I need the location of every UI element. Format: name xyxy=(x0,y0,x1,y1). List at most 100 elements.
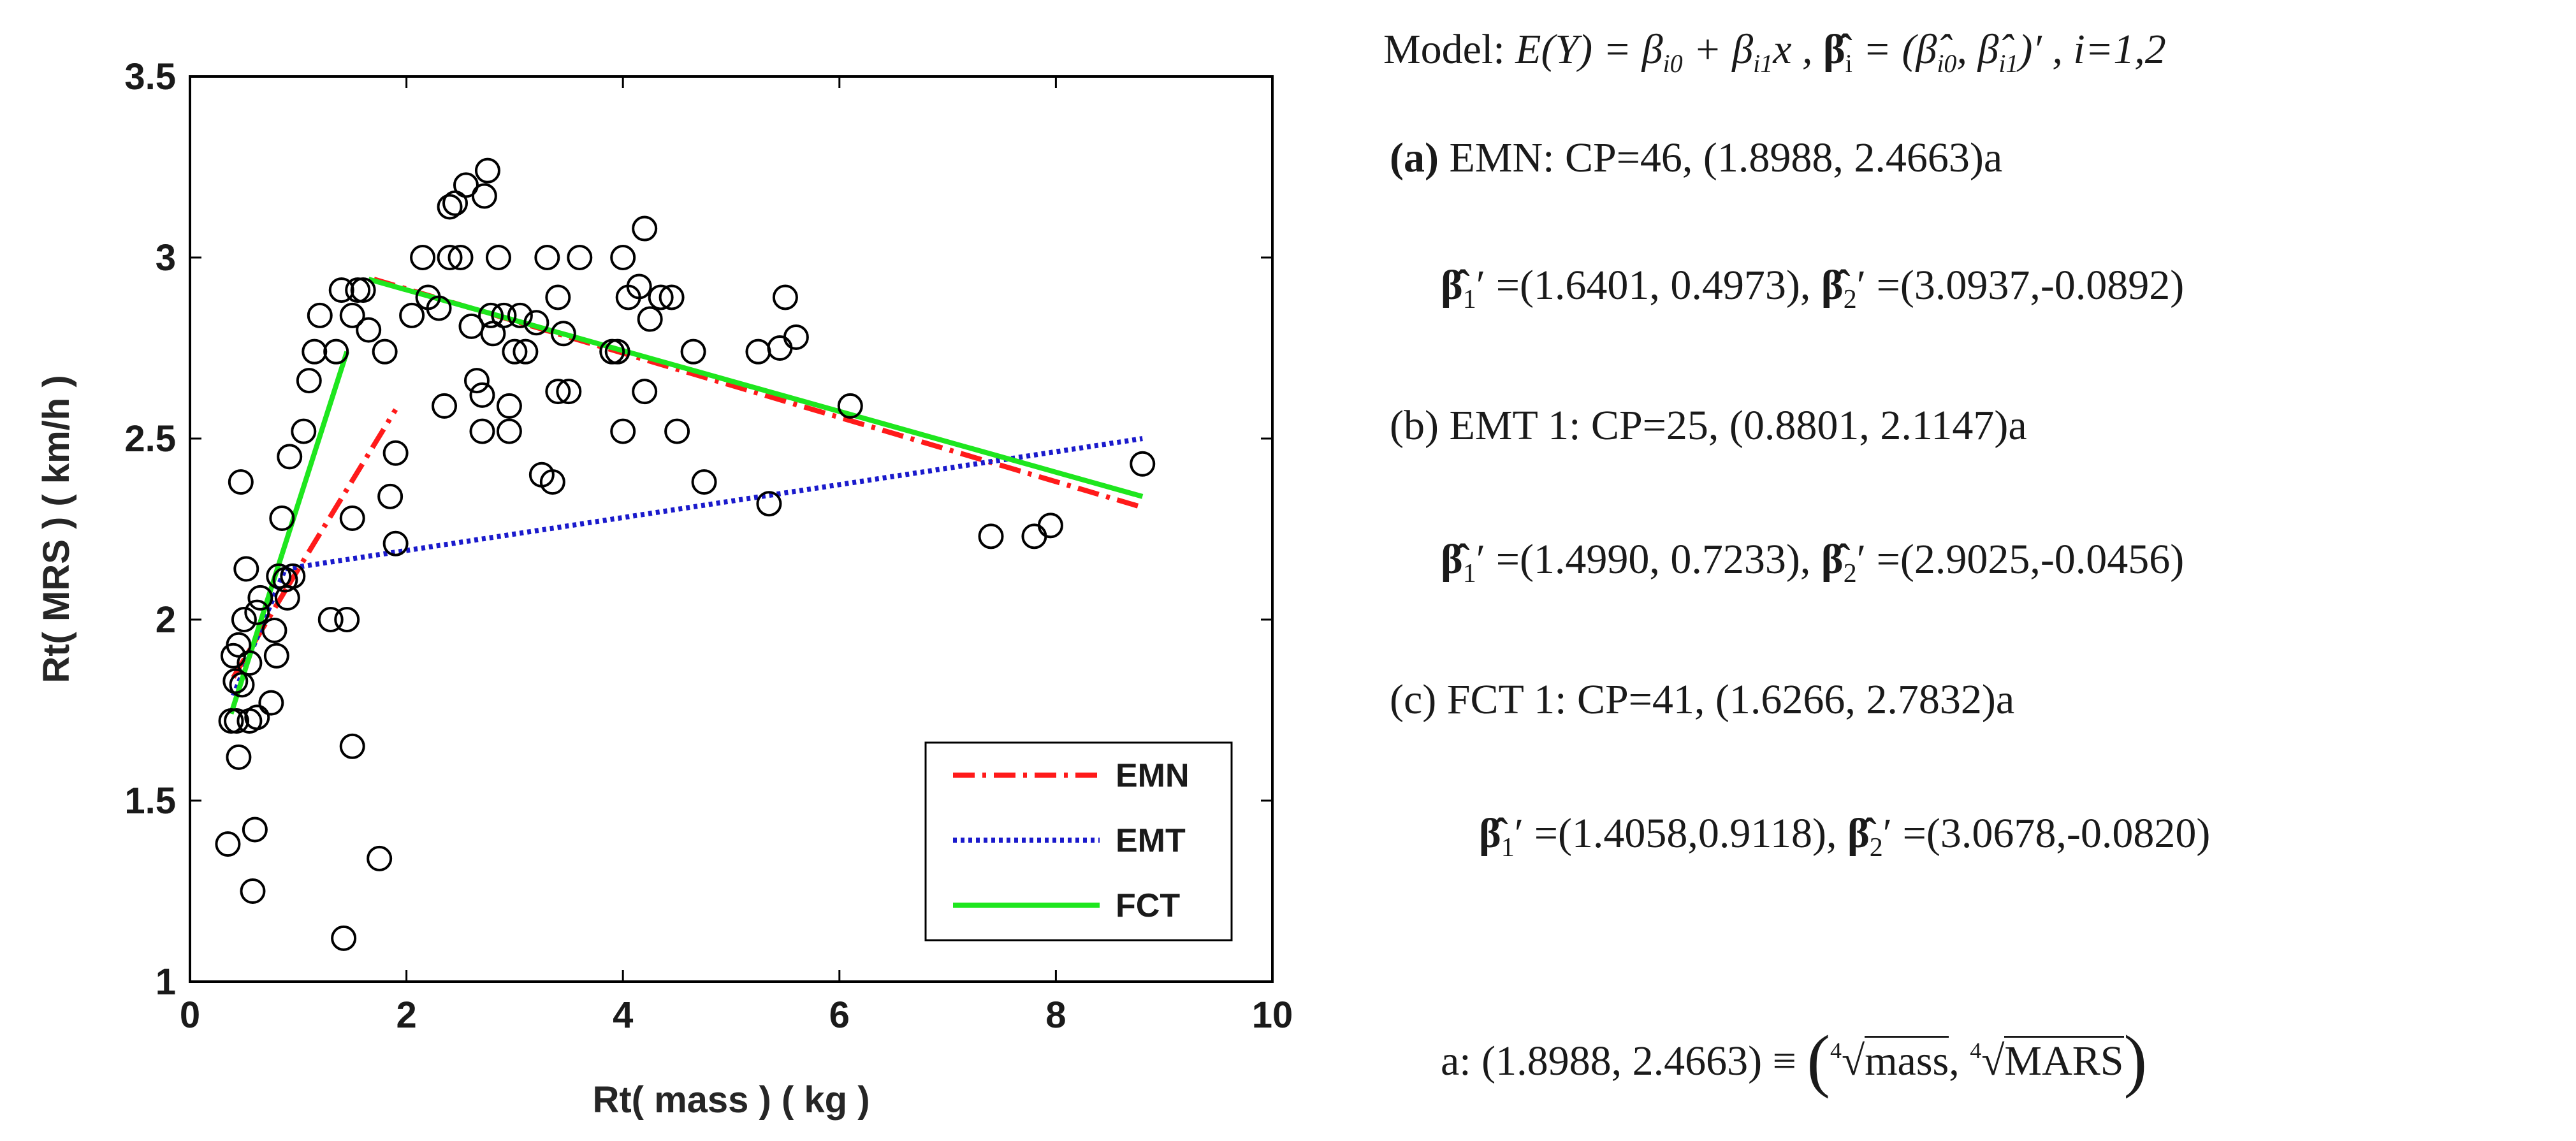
data-point xyxy=(356,317,382,343)
model-eq-part: β̂ xyxy=(1823,26,1845,73)
data-point xyxy=(437,194,463,220)
legend-label-fct: FCT xyxy=(1116,887,1180,924)
data-point xyxy=(350,277,376,303)
data-point xyxy=(478,302,504,328)
points-layer xyxy=(215,157,1156,951)
data-point xyxy=(604,338,630,365)
data-point xyxy=(632,215,658,242)
data-point xyxy=(339,302,365,328)
data-point xyxy=(471,183,497,209)
footnote-prefix: a: (1.8988, 2.4663) ≡ xyxy=(1441,1038,1807,1084)
model-eq-part: + β xyxy=(1682,26,1754,73)
model-eq-part: , β̂ xyxy=(1956,26,1999,73)
data-point xyxy=(247,585,273,611)
result-a-betas: β̂1′ =(1.6401, 0.4973), β̂2′ =(3.0937,-0… xyxy=(1441,261,2184,315)
data-point xyxy=(539,469,565,495)
data-point xyxy=(437,245,463,270)
data-point xyxy=(453,172,479,198)
beta-symbol: β̂ xyxy=(1821,262,1844,309)
data-point xyxy=(261,618,287,644)
y-tick-label: 1 xyxy=(156,961,176,1003)
fit-line-emn xyxy=(285,408,398,588)
data-point xyxy=(507,302,533,328)
data-point xyxy=(240,878,266,904)
data-point xyxy=(215,831,241,857)
data-point xyxy=(610,245,636,270)
y-axis-title: Rt( MRS ) ( km/h ) xyxy=(36,375,77,683)
data-point xyxy=(648,284,674,310)
result-c-header: (c) FCT 1: CP=41, (1.6266, 2.7832)a xyxy=(1390,676,2014,724)
data-point xyxy=(426,295,452,321)
beta-sub: 2 xyxy=(1869,833,1883,863)
data-point xyxy=(626,273,652,300)
x-tick-label: 2 xyxy=(396,994,416,1036)
data-point xyxy=(502,338,528,365)
data-point xyxy=(978,523,1004,549)
data-point xyxy=(550,321,576,347)
y-tick-label: 2 xyxy=(156,599,176,641)
data-point xyxy=(837,393,863,419)
data-point xyxy=(448,245,474,270)
data-point xyxy=(610,418,636,444)
data-point xyxy=(291,418,317,444)
close-paren: ) xyxy=(2123,1021,2148,1099)
model-equation: Model: E(Y) = βi0 + βi1x , β̂i = (β̂i0, … xyxy=(1383,25,2166,78)
result-c-text: (c) FCT 1: CP=41, (1.6266, 2.7832)a xyxy=(1390,676,2015,723)
footnote-sep: , xyxy=(1949,1038,1970,1084)
radical-sign: √ xyxy=(1841,1038,1865,1084)
result-b-betas: β̂1′ =(1.4990, 0.7233), β̂2′ =(2.9025,-0… xyxy=(1441,535,2184,589)
data-point xyxy=(222,668,249,694)
data-point xyxy=(244,599,270,625)
data-point xyxy=(242,817,268,843)
model-eq-sub: i0 xyxy=(1663,49,1683,78)
footnote: a: (1.8988, 2.4663) ≡ (4√mass, 4√MARS) xyxy=(1441,1020,2147,1101)
beta-symbol: β̂ xyxy=(1821,536,1844,583)
data-point xyxy=(496,393,522,419)
x-tick-label: 10 xyxy=(1252,994,1293,1036)
y-tick-label: 3 xyxy=(156,237,176,279)
data-point xyxy=(469,418,495,444)
data-point xyxy=(367,845,393,871)
beta-value: ′ =(1.6401, 0.4973), xyxy=(1476,262,1821,309)
data-point xyxy=(567,245,593,270)
data-point xyxy=(556,379,582,405)
result-a-header: (a) EMN: CP=46, (1.8988, 2.4663)a xyxy=(1390,134,2002,182)
beta-value: ′ =(3.0937,-0.0892) xyxy=(1856,262,2185,309)
beta-symbol: β̂ xyxy=(1441,536,1463,583)
data-point xyxy=(783,324,809,350)
result-c-betas: β̂1′ =(1.4058,0.9118), β̂2′ =(3.0678,-0.… xyxy=(1479,810,2210,863)
beta-sub: 2 xyxy=(1843,285,1857,315)
beta-sub: 1 xyxy=(1462,285,1476,315)
data-point xyxy=(399,302,425,328)
beta-value: ′ =(2.9025,-0.0456) xyxy=(1856,536,2185,583)
data-point xyxy=(680,338,706,365)
x-tick-label: 0 xyxy=(180,994,200,1036)
y-tick-label: 2.5 xyxy=(124,418,176,460)
data-point xyxy=(637,306,663,332)
model-eq-part: E(Y) = β xyxy=(1515,26,1663,73)
result-a-text: EMN: CP=46, (1.8988, 2.4663)a xyxy=(1438,134,2003,181)
x-tick-label: 6 xyxy=(829,994,850,1036)
data-point xyxy=(331,925,357,951)
data-point xyxy=(377,483,404,509)
legend: EMN EMT FCT xyxy=(924,741,1233,941)
data-point xyxy=(302,338,328,365)
open-paren: ( xyxy=(1807,1021,1830,1099)
data-point xyxy=(463,368,490,394)
data-point xyxy=(233,556,259,582)
legend-label-emn: EMN xyxy=(1116,757,1190,794)
root-term: mass xyxy=(1865,1036,1949,1084)
data-point xyxy=(269,505,295,531)
data-point xyxy=(410,245,436,270)
data-point xyxy=(277,444,303,470)
data-point xyxy=(323,338,349,365)
x-tick-label: 4 xyxy=(613,994,633,1036)
data-point xyxy=(474,157,500,184)
data-point xyxy=(263,643,289,669)
data-point xyxy=(664,418,690,444)
data-point xyxy=(432,393,458,419)
data-point xyxy=(659,284,685,310)
data-point xyxy=(339,505,365,531)
model-eq-sub: i1 xyxy=(1753,49,1773,78)
